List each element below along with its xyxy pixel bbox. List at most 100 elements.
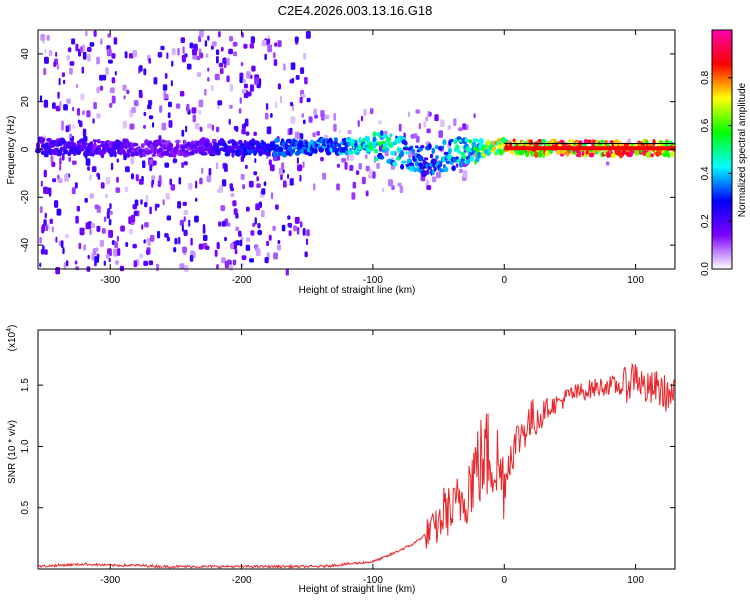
spectrogram-cell <box>162 199 165 206</box>
snr-y-multiplier: (x104) <box>6 325 18 352</box>
spectrogram-cell <box>313 183 316 191</box>
spectrogram-cell <box>105 67 109 75</box>
spectrogram-cell <box>352 181 357 189</box>
spectrogram-cell <box>143 260 148 266</box>
spectrogram-cell <box>44 49 47 54</box>
spectrogram-cell <box>164 73 168 79</box>
spectrogram-cell <box>76 108 81 116</box>
spectrogram-cell <box>460 168 463 173</box>
spectrogram-cell <box>250 230 255 236</box>
spectrogram-cell <box>63 79 66 85</box>
spectrogram-cell <box>218 221 222 227</box>
spectrogram-ridge-cell <box>414 145 419 149</box>
spectrogram-cell <box>129 123 135 130</box>
spectrogram-ridge-cell <box>113 151 117 158</box>
spectrogram-ridge-cell <box>51 142 55 147</box>
spectrogram-ridge-cell <box>385 147 390 152</box>
spectrogram-cell <box>242 184 245 190</box>
snr-x-tick-label: -300 <box>100 575 120 586</box>
spectrogram-ridge-cell <box>409 145 414 149</box>
spectrogram-cell <box>107 208 110 214</box>
spectrogram-cell <box>69 133 73 139</box>
spectrogram-cell <box>44 212 47 219</box>
spectrogram-cell <box>63 104 68 111</box>
spectrogram-cell <box>116 235 119 242</box>
spectrogram-ridge-cell <box>541 139 547 144</box>
spectrogram-cell <box>94 204 99 210</box>
spectrogram-ridge-cell <box>379 155 385 160</box>
spectrogram-cell <box>49 218 53 224</box>
spectrogram-cell <box>40 180 43 187</box>
spectrogram-cell <box>170 184 176 191</box>
spectrogram-cell <box>287 222 293 228</box>
spectrogram-cell <box>272 225 276 231</box>
spectrogram-cell <box>304 251 308 258</box>
spectrogram-cell <box>162 84 168 91</box>
spectrogram-cell <box>250 74 253 79</box>
spectrogram-cell <box>181 224 184 232</box>
spectrogram-cell <box>230 193 235 198</box>
spectrogram-ridge-cell <box>478 138 484 145</box>
spectrogram-cell <box>301 113 305 118</box>
spectrogram-cell <box>264 257 269 264</box>
spectrogram-cell <box>114 71 117 76</box>
spectrogram-cell <box>341 157 347 163</box>
spectrogram-cell <box>168 120 173 128</box>
spectrogram-ridge-cell <box>138 149 144 153</box>
spectrogram-y-tick-label: 40 <box>20 48 31 60</box>
spectrogram-cell <box>96 56 100 65</box>
spectrogram-cell <box>43 99 49 108</box>
spectrogram-ridge-cell <box>213 144 220 151</box>
spectrogram-cell <box>378 120 382 125</box>
spectrogram-cell <box>46 34 50 41</box>
spectrogram-ridge-cell <box>533 151 539 158</box>
spectrogram-ridge-cell <box>125 152 131 158</box>
spectrogram-ridge-cell <box>472 138 479 143</box>
spectrogram-cell <box>93 102 97 110</box>
spectrogram-cell <box>198 109 202 115</box>
spectrogram-cell <box>273 252 278 260</box>
spectrogram-cell <box>115 187 120 193</box>
spectrogram-cell <box>44 56 49 64</box>
spectrogram-cell <box>132 50 138 58</box>
spectrogram-cell <box>208 168 212 176</box>
spectrogram-cell <box>220 205 226 212</box>
spectrogram-cell <box>372 171 376 179</box>
spectrogram-cell <box>85 158 91 166</box>
spectrogram-cell <box>102 74 107 81</box>
spectrogram-ridge-cell <box>569 139 574 146</box>
spectrogram-ridge-cell <box>383 143 388 148</box>
spectrogram-cell <box>124 51 128 59</box>
spectrogram-ridge-cell <box>423 157 429 161</box>
spectrogram-ridge-cell <box>502 138 508 145</box>
spectrogram-ridge-cell <box>426 169 430 175</box>
spectrogram-ridge-cell <box>471 141 477 148</box>
spectrogram-ridge-cell <box>195 147 201 152</box>
spectrogram-y-label: Frequency (Hz) <box>6 116 17 185</box>
spectrogram-cell <box>399 185 404 194</box>
spectrogram-ridge-cell <box>181 148 186 152</box>
spectrogram-cell <box>135 174 139 182</box>
spectrogram-cell <box>75 43 79 52</box>
spectrogram-cell <box>191 107 197 114</box>
spectrogram-ridge-cell <box>414 160 419 167</box>
spectrogram-cell <box>122 84 127 91</box>
spectrogram-cell <box>189 255 194 262</box>
spectrogram-cell <box>192 114 196 123</box>
spectrogram-cell <box>376 162 380 169</box>
spectrogram-cell <box>88 174 93 181</box>
spectrogram-cell <box>140 199 143 205</box>
spectrogram-x-tick-label: -300 <box>100 275 120 286</box>
spectrogram-cell <box>194 123 200 130</box>
spectrogram-cell <box>267 44 273 53</box>
spectrogram-ridge-cell <box>389 133 393 138</box>
spectrogram-cell <box>56 64 60 70</box>
spectrogram-cell <box>257 223 261 229</box>
spectrogram-cell <box>166 236 170 242</box>
spectrogram-cell <box>39 236 42 244</box>
spectrogram-cell <box>142 160 146 169</box>
spectrogram-cell <box>256 176 259 182</box>
spectrogram-cell <box>447 125 451 130</box>
spectrogram-cell <box>148 100 153 106</box>
